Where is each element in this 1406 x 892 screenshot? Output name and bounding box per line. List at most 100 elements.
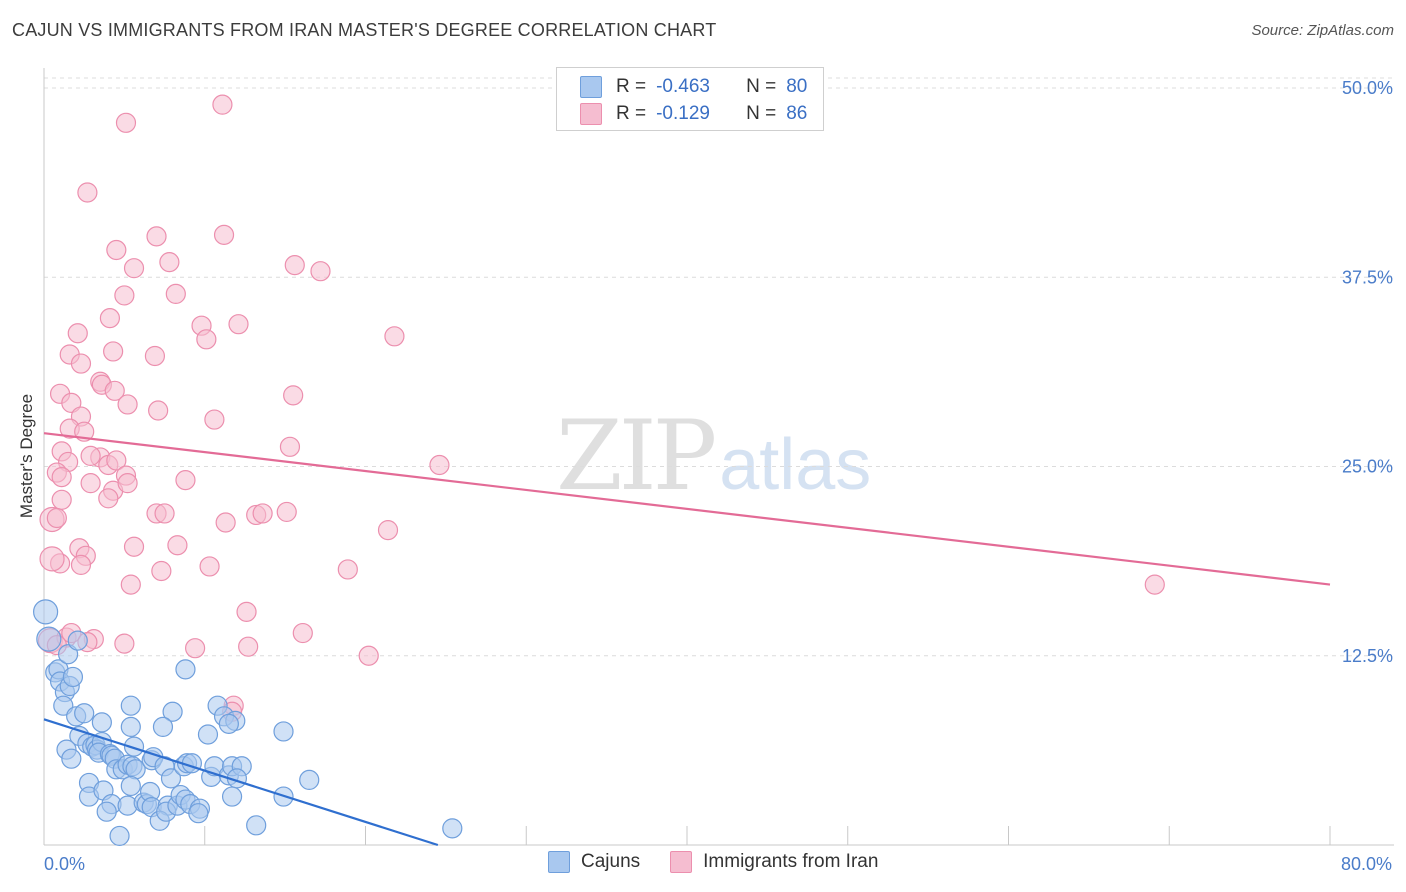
- x-tick-label-max: 80.0%: [1341, 854, 1392, 874]
- iran-point: [238, 636, 259, 657]
- legend-r-label: R =: [616, 76, 647, 97]
- iran-point: [151, 560, 172, 582]
- cajun-point: [442, 818, 463, 839]
- iran-point: [114, 285, 135, 306]
- iran-point: [51, 466, 72, 488]
- cajun-point: [160, 768, 182, 789]
- iran-point: [284, 255, 305, 276]
- series-legend: Cajuns Immigrants from Iran: [548, 851, 878, 873]
- cajun-point: [120, 775, 141, 797]
- cajun-points: [33, 599, 463, 847]
- iran-point: [115, 112, 137, 133]
- legend-r-value: -0.463: [656, 76, 710, 97]
- iran-point: [39, 546, 65, 572]
- iran-point: [358, 645, 379, 666]
- legend-swatch-cajuns: [580, 76, 602, 98]
- cajun-point: [74, 703, 95, 724]
- cajun-point: [96, 801, 117, 822]
- legend-n-value: 86: [786, 103, 808, 124]
- iran-point: [276, 501, 297, 523]
- cajun-point: [36, 626, 62, 652]
- y-tick-labels: 12.5% 25.0% 37.5% 50.0%: [1342, 78, 1393, 666]
- iran-point: [114, 633, 135, 654]
- iran-point: [252, 503, 273, 524]
- legend-row-iran: R = -0.129 N = 86: [557, 100, 807, 128]
- iran-point: [215, 512, 236, 533]
- iran-point: [77, 182, 98, 203]
- iran-point: [175, 470, 196, 491]
- cajun-point: [273, 721, 294, 742]
- series-label-cajuns: Cajuns: [581, 851, 641, 872]
- iran-point: [144, 345, 166, 367]
- y-tick-label: 37.5%: [1342, 267, 1393, 287]
- iran-point: [154, 503, 175, 524]
- iran-point: [212, 94, 233, 115]
- iran-point: [51, 489, 72, 510]
- iran-point: [292, 622, 313, 644]
- iran-point: [337, 559, 358, 580]
- iran-point: [67, 323, 88, 344]
- iran-point: [196, 329, 217, 350]
- iran-point: [429, 454, 450, 476]
- iran-point: [104, 380, 125, 401]
- legend-swatch-iran: [580, 103, 602, 125]
- iran-point: [70, 353, 92, 374]
- cajun-point: [109, 825, 130, 847]
- y-tick-label: 50.0%: [1342, 78, 1393, 98]
- iran-point: [199, 556, 220, 577]
- iran-point: [123, 536, 145, 557]
- iran-point: [1144, 574, 1165, 595]
- iran-point: [106, 239, 127, 261]
- iran-point: [61, 392, 82, 414]
- iran-point: [213, 224, 235, 245]
- watermark-atlas: atlas: [719, 425, 872, 505]
- iran-point: [185, 638, 206, 659]
- cajun-point: [162, 701, 183, 722]
- iran-point: [167, 535, 188, 556]
- iran-point: [377, 519, 399, 541]
- cajun-point: [181, 753, 202, 774]
- cajun-point: [218, 713, 239, 734]
- cajun-point: [61, 748, 82, 769]
- chart-title: CAJUN VS IMMIGRANTS FROM IRAN MASTER'S D…: [12, 20, 717, 40]
- cajun-point: [197, 724, 219, 745]
- series-swatch-cajuns: [548, 851, 570, 873]
- cajun-point: [123, 736, 145, 757]
- iran-point: [98, 488, 119, 509]
- cajun-point: [67, 630, 88, 651]
- iran-trend-line: [43, 432, 1331, 586]
- iran-point: [204, 409, 225, 430]
- iran-point: [106, 450, 127, 471]
- legend-n-label: N =: [746, 76, 777, 97]
- cajun-point: [246, 815, 267, 836]
- y-tick-label: 25.0%: [1342, 457, 1393, 477]
- iran-point: [159, 252, 180, 273]
- cajun-point: [221, 786, 243, 807]
- iran-point: [70, 554, 92, 576]
- correlation-legend: R = -0.463 N = 80 R = -0.129 N = 86: [556, 67, 824, 131]
- cajun-point: [62, 666, 84, 688]
- iran-point: [148, 400, 169, 421]
- iran-point: [236, 601, 257, 622]
- iran-point: [117, 473, 138, 494]
- series-label-iran: Immigrants from Iran: [703, 851, 879, 872]
- y-tick-label: 12.5%: [1342, 646, 1393, 666]
- cajun-point: [120, 716, 141, 738]
- watermark-zip: ZIP: [556, 400, 717, 512]
- cajun-point: [299, 769, 320, 790]
- cajun-point: [58, 644, 79, 665]
- iran-point: [165, 283, 186, 305]
- series-swatch-iran: [670, 851, 693, 873]
- cajun-point: [152, 716, 174, 738]
- x-ticks: [43, 826, 1331, 845]
- iran-point: [384, 326, 405, 347]
- iran-point: [80, 473, 101, 494]
- iran-point: [117, 394, 138, 415]
- cajun-point: [120, 695, 141, 716]
- iran-point: [123, 258, 145, 279]
- watermark: ZIPatlas: [556, 400, 871, 512]
- y-axis-label: Master's Degree: [17, 394, 36, 518]
- cajun-point: [91, 712, 112, 733]
- iran-point: [283, 385, 304, 406]
